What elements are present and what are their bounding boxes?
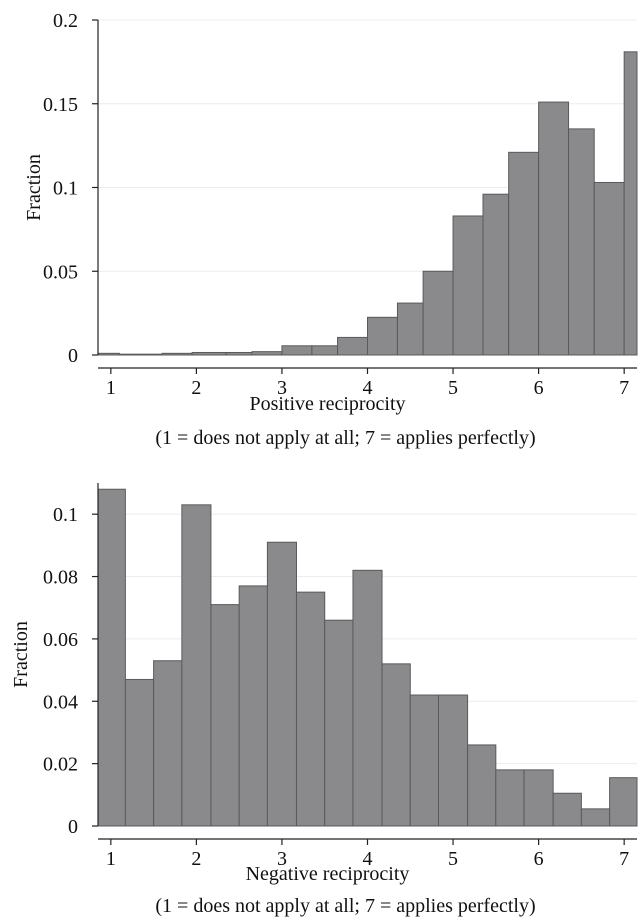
histogram-bar <box>552 792 582 827</box>
histogram-bar <box>191 351 227 356</box>
histogram-bar <box>593 181 625 356</box>
x-axis-title: Positive reciprocity <box>249 393 405 415</box>
histogram-bar <box>238 585 268 827</box>
x-tick-label: 1 <box>106 377 116 399</box>
histogram-bar <box>311 345 339 356</box>
y-tick-label: 0.05 <box>43 261 78 283</box>
histogram-bar <box>124 678 155 827</box>
histogram-bar <box>97 352 120 356</box>
histogram-bar <box>580 808 611 827</box>
x-tick-label: 2 <box>191 377 201 399</box>
histogram-bar <box>538 101 570 356</box>
histogram-bar <box>568 128 595 356</box>
y-tick-label: 0.1 <box>53 178 78 200</box>
histogram-bar <box>422 270 454 356</box>
histogram-bar <box>438 694 469 827</box>
positive-reciprocity-panel: 0 0.05 0.1 0.15 0.2 1 2 3 4 5 6 7 Positive reciproci… <box>23 10 638 449</box>
histogram-bar <box>337 336 368 356</box>
y-axis-title: Fraction <box>23 154 45 221</box>
x-tick-label: 4 <box>363 848 373 870</box>
x-axis-subtitle: (1 = does not apply at all; 7 = applies … <box>155 895 535 917</box>
x-tick-label: 2 <box>191 848 201 870</box>
y-axis-title: Fraction <box>10 621 32 688</box>
x-tick-label: 1 <box>106 848 116 870</box>
histogram-bar <box>97 488 126 827</box>
histogram-bar <box>482 193 510 356</box>
histogram-bar <box>508 151 540 356</box>
x-tick-label: 6 <box>534 377 544 399</box>
histogram-bar <box>523 769 554 827</box>
x-tick-label: 3 <box>277 377 287 399</box>
histogram-bar <box>181 504 212 827</box>
y-tick-label: 0.08 <box>43 567 78 589</box>
y-tick-label: 0.06 <box>43 629 78 651</box>
x-tick-label: 4 <box>363 377 373 399</box>
histogram-bar <box>467 744 497 827</box>
histogram-bar <box>452 215 484 356</box>
histogram-bar <box>266 541 297 827</box>
histogram-bar <box>352 569 383 827</box>
x-tick-label: 6 <box>534 848 544 870</box>
histogram-bar <box>161 352 193 356</box>
histogram-bar <box>367 316 398 356</box>
histogram-bar <box>295 591 326 827</box>
histogram-bar <box>609 777 638 827</box>
histogram-bar <box>396 302 424 356</box>
x-tick-label: 7 <box>619 848 629 870</box>
y-tick-label: 0 <box>68 345 78 367</box>
histogram-bar <box>381 663 411 827</box>
y-tick-label: 0.2 <box>53 10 78 32</box>
histogram-bar <box>118 353 163 356</box>
histogram-bar <box>409 694 440 827</box>
x-axis-title: Negative reciprocity <box>246 863 410 885</box>
x-tick-label: 7 <box>619 377 629 399</box>
histogram-bar <box>623 51 638 356</box>
x-axis-subtitle: (1 = does not apply at all; 7 = applies … <box>155 427 535 449</box>
x-tick-label: 5 <box>448 377 458 399</box>
x-tick-label: 5 <box>448 848 458 870</box>
histogram-bar <box>281 345 313 356</box>
negative-reciprocity-panel: 0 0.02 0.04 0.06 0.08 0.1 1 2 3 4 5 6 7 Negative reci… <box>10 483 638 917</box>
histogram-bar <box>153 660 183 827</box>
y-tick-label: 0 <box>68 816 78 838</box>
y-tick-label: 0.1 <box>53 504 78 526</box>
y-tick-label: 0.04 <box>43 691 78 713</box>
histogram-bar <box>495 769 525 827</box>
x-tick-label: 3 <box>277 848 287 870</box>
y-tick-label: 0.15 <box>43 94 78 116</box>
histogram-bar <box>324 619 354 827</box>
histogram-bar <box>225 351 253 356</box>
histogram-bar <box>210 604 240 827</box>
y-tick-label: 0.02 <box>43 754 78 776</box>
histogram-bar <box>251 351 283 356</box>
